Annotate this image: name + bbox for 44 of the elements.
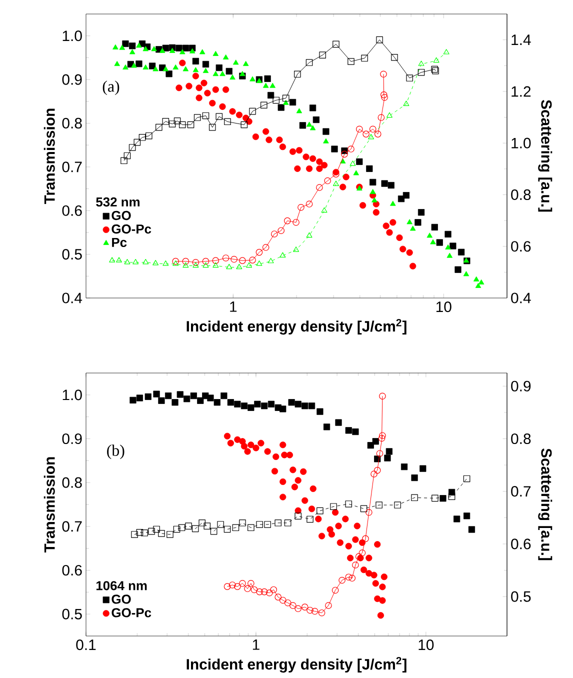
x-tick-label: 1	[252, 640, 260, 650]
y-axis-title: Transmission	[44, 108, 55, 204]
y2-tick-label: 1.0	[512, 138, 531, 148]
y2-tick-label: 1.2	[512, 86, 531, 97]
x-tick-label: 1	[230, 302, 237, 312]
legend-label: GO	[112, 594, 131, 604]
y-tick-label: 0.5	[62, 249, 82, 260]
y-tick-label: 0.9	[62, 74, 82, 85]
annotation: (b)	[107, 444, 124, 460]
y-tick-label: 1.0	[62, 30, 82, 42]
x-tick-label: 10	[436, 302, 452, 312]
y2-tick-label: 0.4	[511, 292, 531, 304]
y2-tick-label: 0.6	[511, 241, 531, 252]
x-axis-title: Incident energy density [J/cm$^{2}$]	[186, 656, 406, 673]
y2-tick-label: 0.7	[511, 486, 531, 497]
y2-tick-label: 0.6	[511, 538, 531, 550]
legend-label: GO-Pc	[112, 224, 152, 234]
annotation: (a)	[102, 80, 120, 96]
x-tick-label: 10	[418, 640, 434, 650]
legend-title: 1064 nm	[96, 581, 147, 590]
y2-tick-label: 0.8	[511, 189, 531, 200]
y-axis-title: Transmission	[44, 457, 55, 552]
y-tick-label: 0.6	[62, 205, 82, 216]
y-tick-label: 0.7	[62, 521, 82, 532]
y-tick-label: 0.5	[62, 608, 82, 620]
x-axis-title: Incident energy density [J/cm$^{2}$]	[186, 318, 406, 335]
y-tick-label: 0.8	[62, 118, 82, 129]
y2-tick-label: 0.5	[511, 591, 531, 602]
legend-label: GO-Pc	[112, 608, 152, 618]
x-tick-label: 0.1	[76, 640, 96, 650]
legend-label: Pc	[112, 238, 127, 247]
y-tick-label: 0.7	[62, 162, 82, 172]
y-tick-label: 0.4	[62, 292, 82, 304]
legend-title: 532 nm	[96, 197, 140, 207]
y2-tick-label: 1.4	[512, 34, 531, 45]
y-tick-label: 0.9	[62, 433, 82, 444]
y-tick-label: 0.8	[62, 477, 82, 488]
y-tick-label: 1.0	[62, 390, 82, 400]
y-tick-label: 0.6	[62, 564, 82, 576]
y2-tick-label: 0.8	[511, 433, 531, 444]
legend-label: GO	[112, 210, 131, 220]
y2-axis-title: Scattering [a.u.]	[538, 100, 552, 212]
y2-axis-title: Scattering [a.u.]	[538, 448, 552, 560]
y2-tick-label: 0.9	[511, 380, 531, 392]
